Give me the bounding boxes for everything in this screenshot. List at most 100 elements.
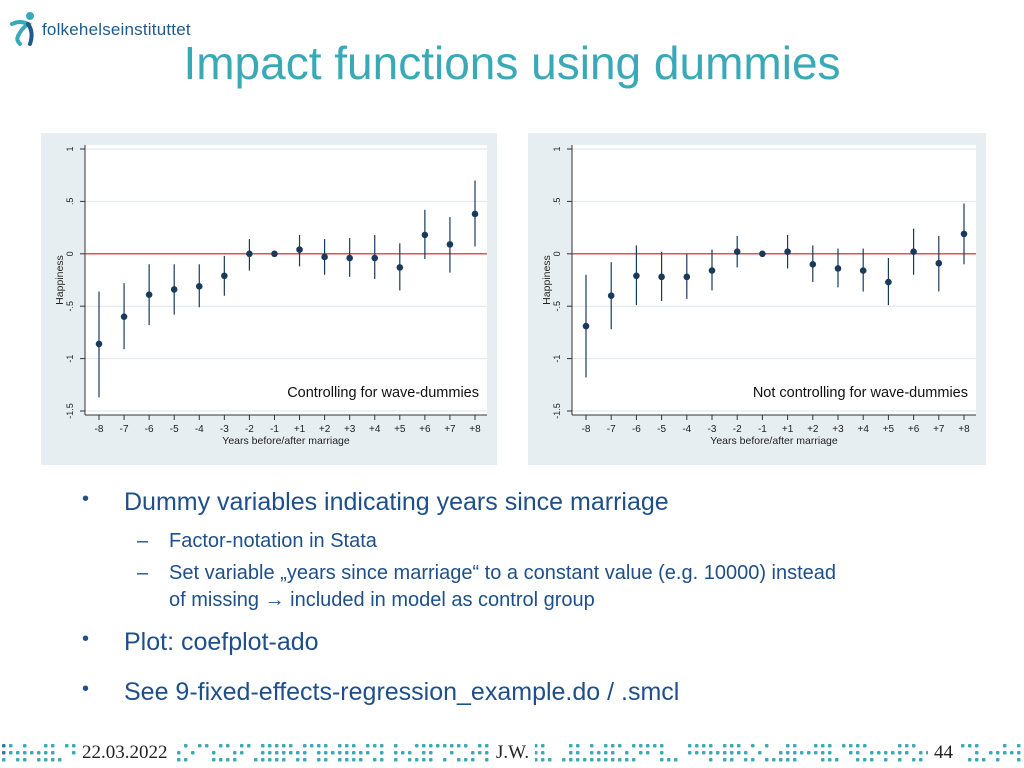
x-tick-label: -8 [582,424,591,435]
footer-dot [198,744,202,748]
footer-dot [2,751,6,755]
footer-dot [1010,751,1014,755]
footer-dot [338,744,342,748]
y-tick-label: -1.5 [552,403,562,419]
data-point [683,273,691,281]
footer-dot [51,758,55,762]
footer-dot [394,744,398,748]
footer-dot [352,751,356,755]
data-point [271,250,278,258]
bullet-text: Dummy variables indicating years since m… [124,488,669,516]
data-point [221,272,228,280]
footer-dot [16,758,20,762]
footer-dot [282,744,286,748]
footer-dot [275,758,279,762]
footer-dot [884,751,888,755]
footer-dot [303,751,307,755]
x-tick-label: +5 [394,424,406,435]
footer-dot [212,751,216,755]
footer-dot [303,758,307,762]
footer-dot [604,758,608,762]
footer-dot [303,744,307,748]
bullet-text: Plot: coefplot-ado [124,628,319,656]
data-point [346,254,353,262]
footer-dot [268,751,272,755]
footer-dot [989,751,993,755]
y-tick-label: 0 [552,251,562,256]
footer-dot [828,751,832,755]
footer-dot [842,744,846,748]
footer-dot [632,744,636,748]
footer-dot [394,751,398,755]
bullet-marker: • [82,628,90,650]
x-tick-label: +4 [857,424,869,435]
data-point [246,250,253,258]
footer-dot [422,744,426,748]
footer-dot [345,744,349,748]
footer-dot [541,751,545,755]
footer-dot [590,751,594,755]
footer-dot [905,751,909,755]
data-point [935,259,943,267]
footer-dot [793,758,797,762]
x-tick-label: +1 [294,424,306,435]
chart-left-svg: 1 .5 0 -.5 -1 -1.5 -8 -7 -6 -5 -4 -3 -2 -1 +1 +2 +3 +4 +5 +… [41,133,497,465]
footer-dot [674,758,678,762]
footer-dot [394,758,398,762]
footer-dot [849,751,853,755]
bullet-marker: • [82,488,90,510]
footer-dot [793,744,797,748]
footer-dot [184,744,188,748]
footer-dot [730,744,734,748]
footer-dot [324,758,328,762]
footer-dot [779,751,783,755]
footer-dot [289,744,293,748]
footer-dot [737,751,741,755]
x-tick-label: -5 [170,424,179,435]
footer-dot [443,744,447,748]
footer-dot [716,751,720,755]
footer-dot [562,758,566,762]
footer-dot [576,758,580,762]
footer-dot [464,758,468,762]
footer-dot [408,751,412,755]
footer-dot [709,758,713,762]
footer-dot [352,758,356,762]
footer-dot [982,758,986,762]
y-tick-label: -.5 [552,301,562,312]
footer-dot [289,751,293,755]
x-tick-label: +8 [469,424,481,435]
footer-dot [1017,744,1021,748]
x-tick-label: -8 [95,424,104,435]
footer-dot [961,744,965,748]
chart-right-svg: 1 .5 0 -.5 -1 -1.5 -8 -7 -6 -5 -4 -3 -2 -1 +1 +2 +3 +4 +5 +… [528,133,986,465]
y-tick-label: -1 [65,355,75,363]
data-point [421,231,429,239]
footer-dot [863,758,867,762]
x-tick-label: -4 [195,424,204,435]
footer-dot [457,744,461,748]
footer-dot [905,744,909,748]
footer-dot [44,744,48,748]
footer-dot [667,758,671,762]
footer-dot [72,751,76,755]
footer-dot [9,744,13,748]
footer-dot [23,744,27,748]
footer-dot [51,744,55,748]
footer-dot [359,758,363,762]
footer-dot [688,744,692,748]
footer-dot [814,744,818,748]
footer-date: 22.03.2022 [76,742,174,764]
x-tick-label: +2 [807,424,819,435]
bullet-text: See 9-fixed-effects-regression_example.d… [124,678,680,706]
footer-dot [870,758,874,762]
footer-dot [485,758,489,762]
footer-dot [44,758,48,762]
footer-dot [345,758,349,762]
footer-dot [723,744,727,748]
footer-dot [2,758,6,762]
sub-bullet-text: Factor-notation in Stata [169,530,377,552]
data-point [708,267,716,274]
footer-dot [429,751,433,755]
footer-dot [695,744,699,748]
